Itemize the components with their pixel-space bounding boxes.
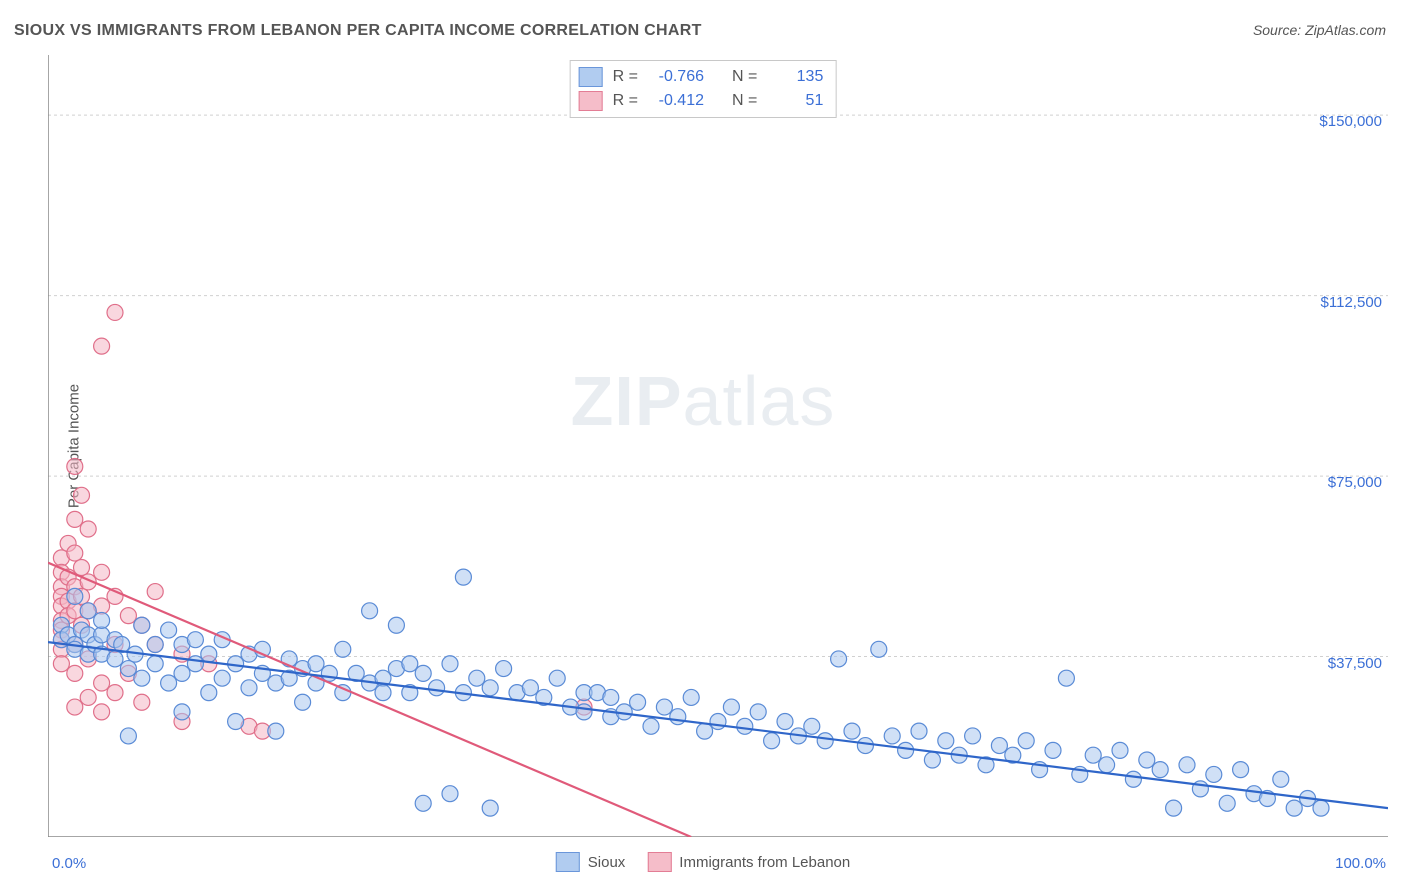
x-tick-min: 0.0% [52, 855, 86, 872]
r-label: R = [613, 92, 638, 110]
r-value-lebanon: -0.412 [648, 92, 704, 110]
legend-label-lebanon: Immigrants from Lebanon [679, 854, 850, 871]
y-tick-150000: $150,000 [1319, 113, 1382, 130]
n-label: N = [732, 68, 757, 86]
swatch-sioux [579, 67, 603, 87]
legend-label-sioux: Sioux [588, 854, 626, 871]
swatch-lebanon-icon [647, 852, 671, 872]
n-value-lebanon: 51 [767, 92, 823, 110]
chart-title: SIOUX VS IMMIGRANTS FROM LEBANON PER CAP… [14, 22, 702, 40]
legend-row-lebanon: R = -0.412 N = 51 [579, 89, 824, 113]
correlation-legend: R = -0.766 N = 135 R = -0.412 N = 51 [570, 60, 837, 118]
r-label: R = [613, 68, 638, 86]
source-label: Source: ZipAtlas.com [1253, 22, 1386, 38]
n-label: N = [732, 92, 757, 110]
chart-container: SIOUX VS IMMIGRANTS FROM LEBANON PER CAP… [0, 0, 1406, 892]
r-value-sioux: -0.766 [648, 68, 704, 86]
y-tick-112500: $112,500 [1321, 294, 1382, 311]
legend-item-sioux: Sioux [556, 852, 626, 872]
y-tick-37500: $37,500 [1328, 655, 1382, 672]
scatter-plot-svg [48, 55, 1388, 837]
n-value-sioux: 135 [767, 68, 823, 86]
plot-area [48, 55, 1388, 837]
legend-item-lebanon: Immigrants from Lebanon [647, 852, 850, 872]
x-tick-max: 100.0% [1335, 855, 1386, 872]
y-tick-75000: $75,000 [1328, 474, 1382, 491]
legend-row-sioux: R = -0.766 N = 135 [579, 65, 824, 89]
swatch-lebanon [579, 91, 603, 111]
series-legend: Sioux Immigrants from Lebanon [556, 852, 850, 872]
swatch-sioux-icon [556, 852, 580, 872]
